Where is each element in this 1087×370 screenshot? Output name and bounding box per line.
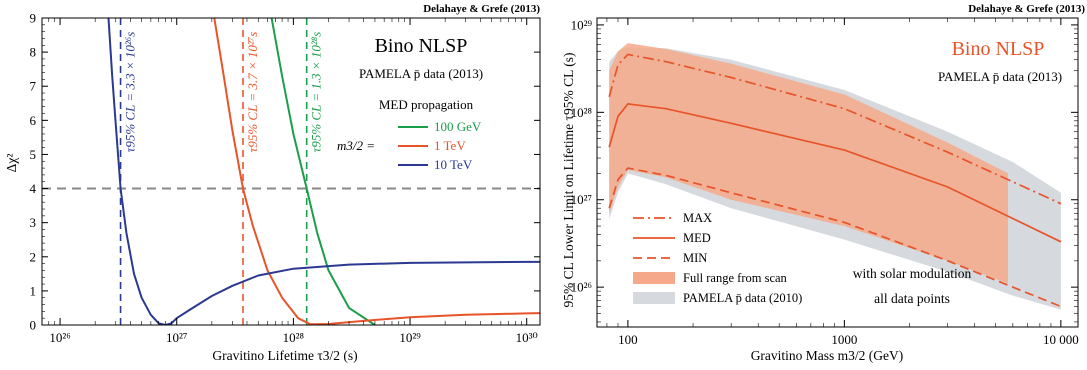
x-tick-label: 1000 [831,332,857,347]
limit-label-1: τ95% CL = 3.7 × 10²⁷s [245,32,260,153]
y-tick-label: 1 [30,283,37,298]
x-tick-label: 10²⁸ [283,330,305,345]
right-credit: Delahaye & Grefe (2013) [968,3,1085,15]
curve-100-gev [270,18,376,325]
legend-title: MED propagation [379,97,474,112]
left-chart-subtitle: PAMELA p̄ data (2013) [359,66,483,81]
left-x-axis-label: Gravitino Lifetime τ3/2 (s) [212,348,357,363]
limit-label-2: τ95% CL = 1.3 × 10²⁸s [309,32,324,153]
right-y-axis-label: 95% CL Lower Limit on Lifetime τ95% CL (… [561,53,576,308]
line-med [608,103,1062,243]
legend-label-1: 1 TeV [434,138,466,153]
limit-label-0: τ95% CL = 3.3 × 10²⁶s [123,32,138,153]
y-tick-label: 6 [30,113,37,128]
line-max [608,53,1062,205]
y-tick-label: 5 [30,147,37,162]
legend-label-3: Full range from scan [683,271,788,285]
y-tick-label: 4 [30,181,37,196]
left-chart: Delahaye & Grefe (2013) τ95% CL = 3.3 × … [4,3,541,363]
left-plot-area: τ95% CL = 3.3 × 10²⁶s τ95% CL = 3.7 × 10²… [42,18,540,325]
legend-label-2: 10 TeV [434,157,473,172]
legend-label-0: MAX [683,211,712,225]
y-tick-label: 10²⁸ [571,105,593,120]
y-tick-label: 10²⁶ [571,280,592,295]
x-tick-label: 100 [618,332,638,347]
left-chart-title: Bino NLSP [375,35,468,57]
y-tick-label: 7 [30,79,37,94]
x-tick-label: 10²⁹ [399,330,421,345]
legend-label-0: 100 GeV [434,119,482,134]
band-1 [609,43,1008,284]
legend-label-4: PAMELA p̄ data (2010) [683,291,802,305]
right-chart-subtitle: PAMELA p̄ data (2013) [938,69,1062,84]
right-plot-area [608,43,1062,310]
x-tick-label: 10²⁷ [166,330,187,345]
left-y-axis-label: Δχ² [4,154,19,173]
y-tick-label: 9 [30,11,37,26]
left-legend: 100 GeV 1 TeV 10 TeV [398,119,482,172]
right-ticks: 100 1000 10 000 10²⁶ 10²⁷ 10²⁸ 10²⁹ [571,17,1079,347]
y-tick-label: 0 [30,318,37,333]
y-tick-label: 3 [30,215,37,230]
right-chart-title: Bino NLSP [952,38,1045,60]
right-frame [596,17,1079,328]
x-tick-label: 10³⁰ [516,330,538,345]
y-tick-label: 10²⁷ [571,192,592,207]
right-curves [608,43,1062,310]
left-ticks: 0 1 2 3 4 5 6 7 8 9 10²⁶ 10²⁷ 10²⁸ 10²⁹ 10³⁰ [30,11,541,345]
line-min [608,167,1062,308]
legend-swatch-3 [633,272,675,284]
left-credit: Delahaye & Grefe (2013) [423,3,540,15]
x-tick-label: 10 000 [1043,332,1079,347]
y-tick-label: 10²⁹ [571,17,593,32]
left-curves [42,18,540,325]
legend-swatch-4 [633,292,675,304]
legend-label-1: MED [683,231,711,245]
left-frame [41,17,541,326]
right-chart: Delahaye & Grefe (2013) 100 1000 10 000 10²… [561,3,1085,363]
y-tick-label: 2 [30,249,37,264]
legend-variable: m3/2 = [337,138,375,153]
legend-label-2: MIN [683,251,707,265]
y-tick-label: 8 [30,45,37,60]
note-all-data-points: all data points [874,291,950,306]
right-x-axis-label: Gravitino Mass m3/2 (GeV) [751,348,904,363]
left-grid [42,18,540,325]
note-solar-modulation: with solar modulation [853,266,972,281]
x-tick-label: 10²⁶ [49,330,70,345]
left-plot-background [42,18,540,325]
right-legend: MAX MED MIN Full range from scan PAMELA p̄ d… [633,211,802,305]
curve-1-tev [213,18,540,325]
